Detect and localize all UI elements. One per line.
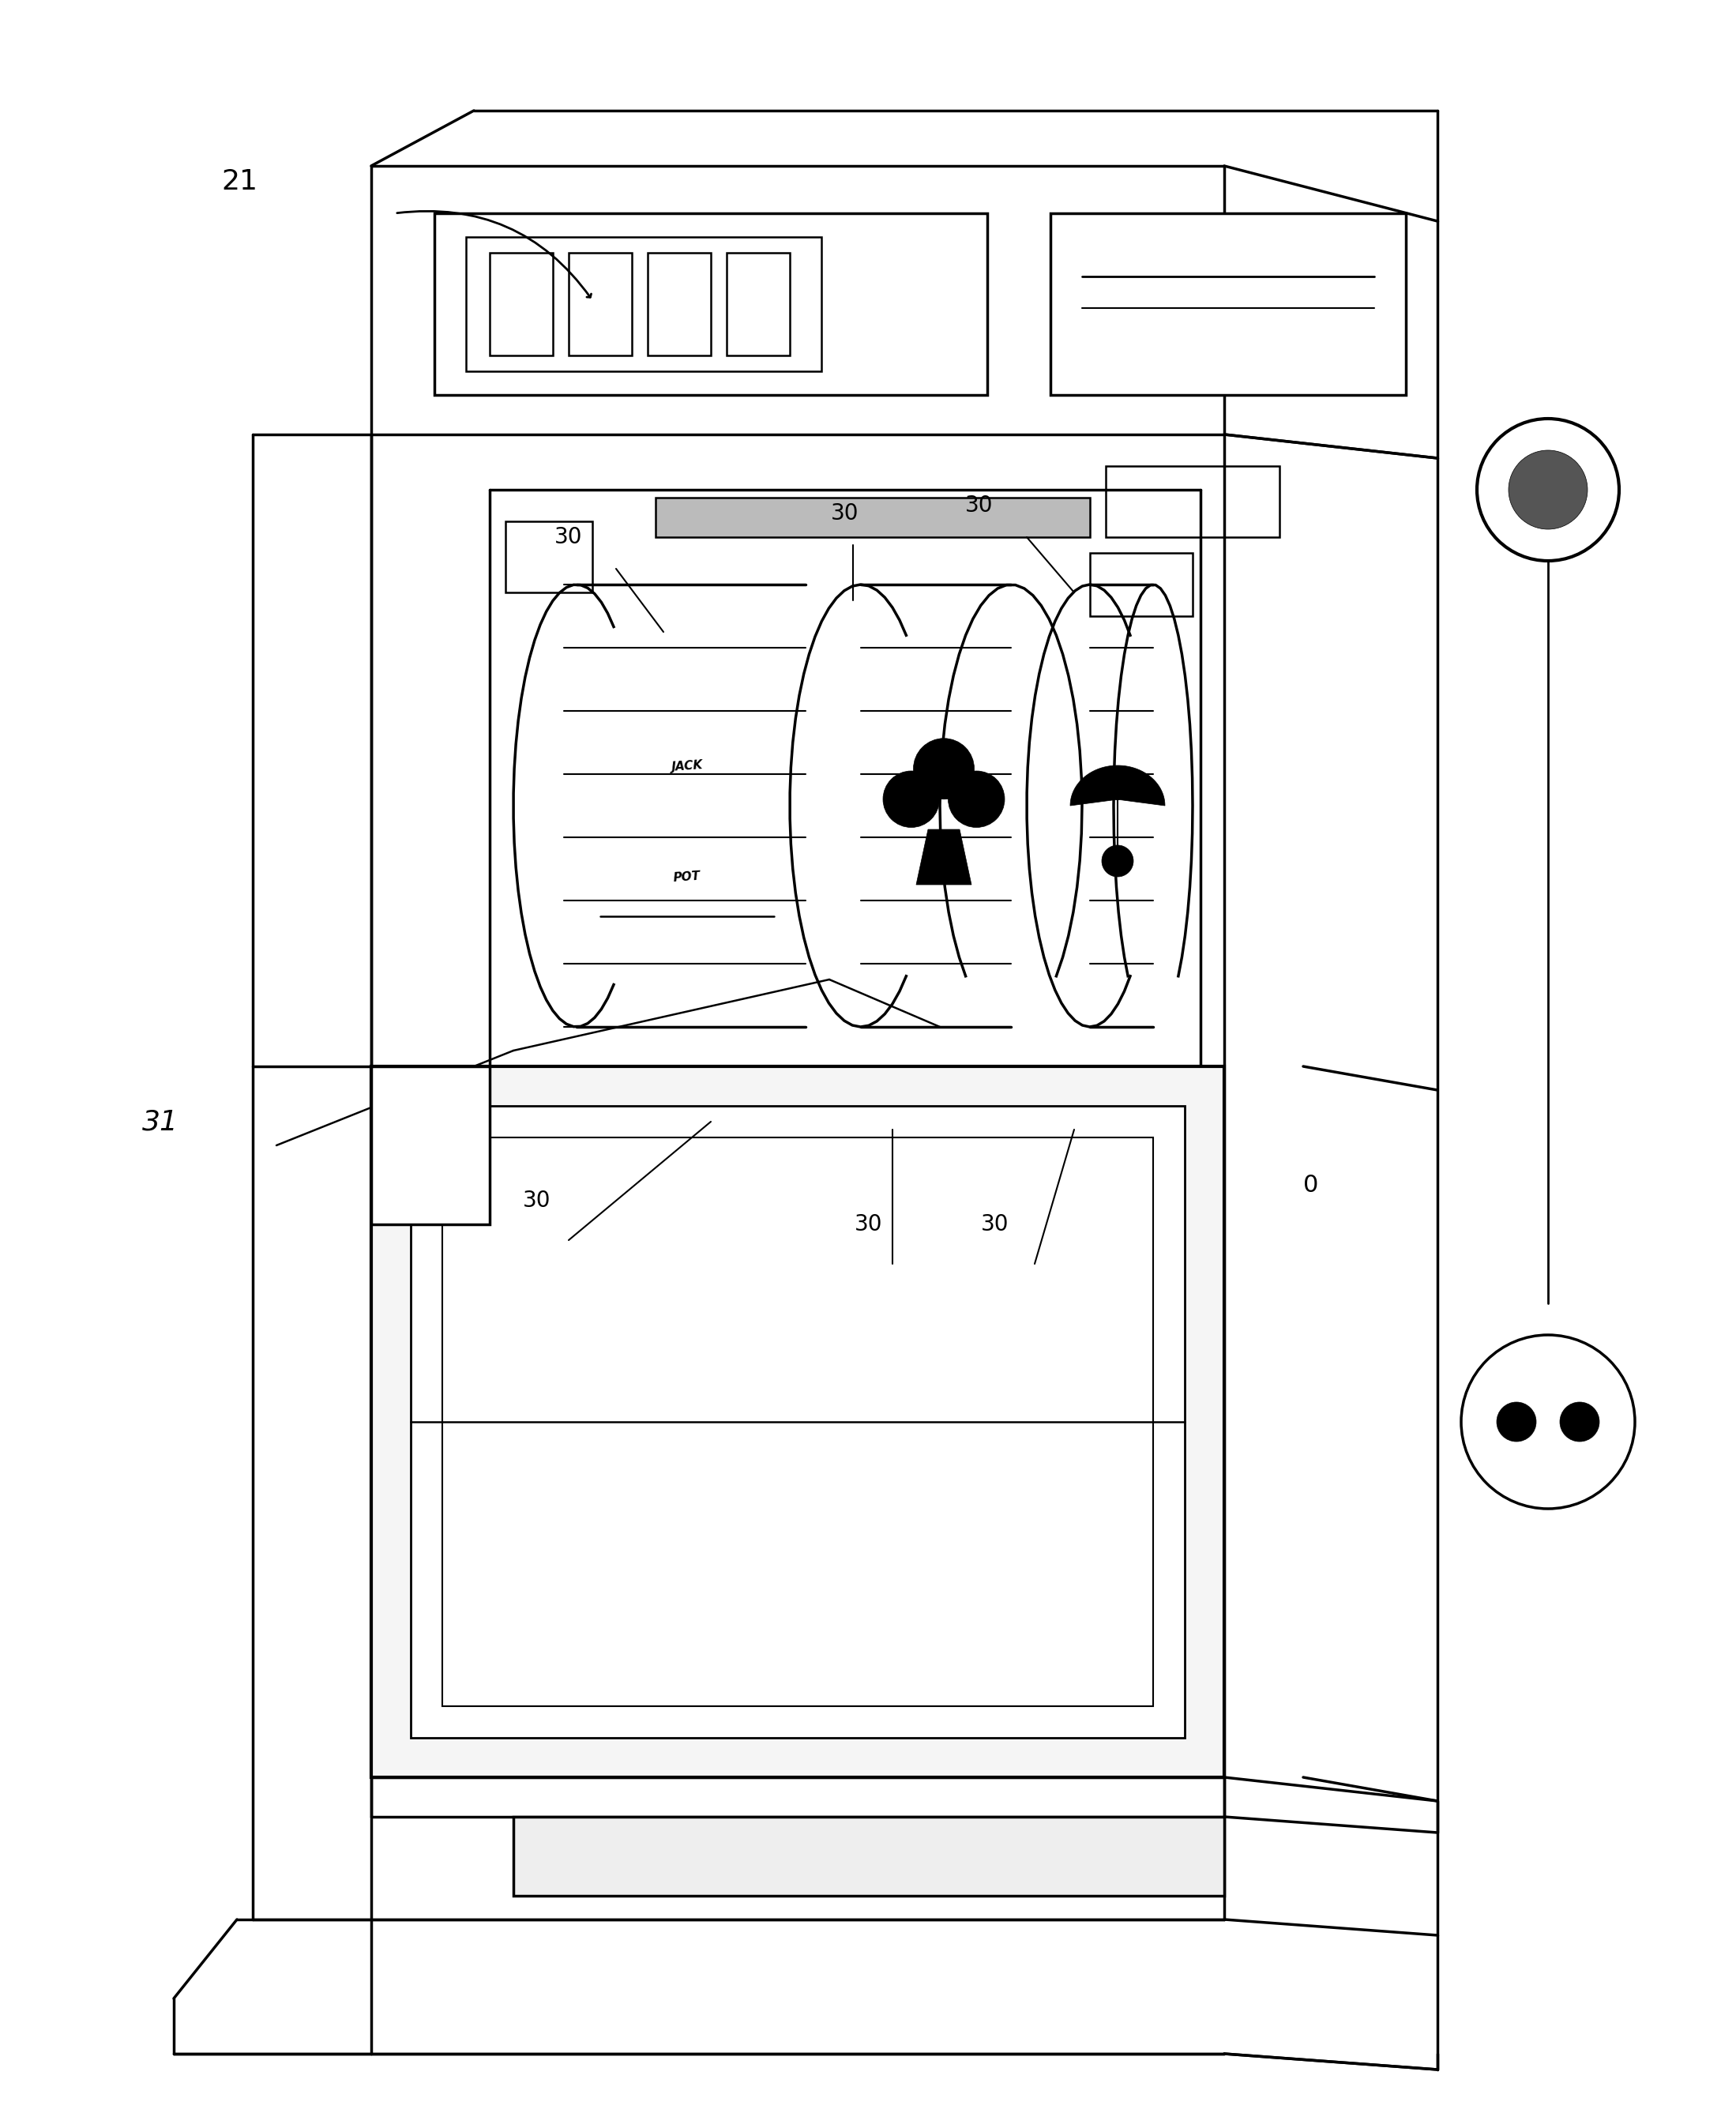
- Text: 30: 30: [554, 526, 583, 547]
- Polygon shape: [1069, 765, 1165, 805]
- Bar: [569, 254, 632, 355]
- Bar: [656, 499, 1090, 537]
- Circle shape: [1561, 1403, 1599, 1441]
- Text: POT: POT: [674, 871, 701, 883]
- Bar: [514, 1817, 1224, 1895]
- Text: 30: 30: [523, 1190, 550, 1211]
- Circle shape: [1462, 1335, 1635, 1509]
- Bar: [727, 254, 790, 355]
- Text: 30: 30: [854, 1213, 884, 1236]
- Circle shape: [1102, 845, 1134, 877]
- Text: 21: 21: [220, 169, 257, 194]
- Polygon shape: [372, 1067, 490, 1223]
- Circle shape: [1509, 450, 1587, 528]
- Bar: [1090, 554, 1193, 617]
- Bar: [434, 213, 988, 395]
- Circle shape: [1496, 1403, 1536, 1441]
- Text: 30: 30: [965, 494, 993, 516]
- Text: 30: 30: [981, 1213, 1009, 1236]
- Circle shape: [1477, 418, 1620, 560]
- Bar: [372, 1067, 1224, 1777]
- Bar: [505, 522, 592, 592]
- Text: 31: 31: [142, 1107, 179, 1135]
- Bar: [411, 1105, 1184, 1737]
- Bar: [1106, 467, 1279, 537]
- Polygon shape: [917, 830, 972, 885]
- Bar: [1050, 213, 1406, 395]
- Text: JACK: JACK: [670, 759, 703, 773]
- Circle shape: [913, 737, 974, 799]
- Text: 0: 0: [1304, 1173, 1319, 1196]
- Bar: [490, 254, 552, 355]
- Bar: [465, 237, 821, 372]
- Circle shape: [884, 771, 939, 828]
- Circle shape: [948, 771, 1005, 828]
- Bar: [648, 254, 710, 355]
- Bar: [443, 1137, 1153, 1705]
- Text: 30: 30: [832, 503, 859, 524]
